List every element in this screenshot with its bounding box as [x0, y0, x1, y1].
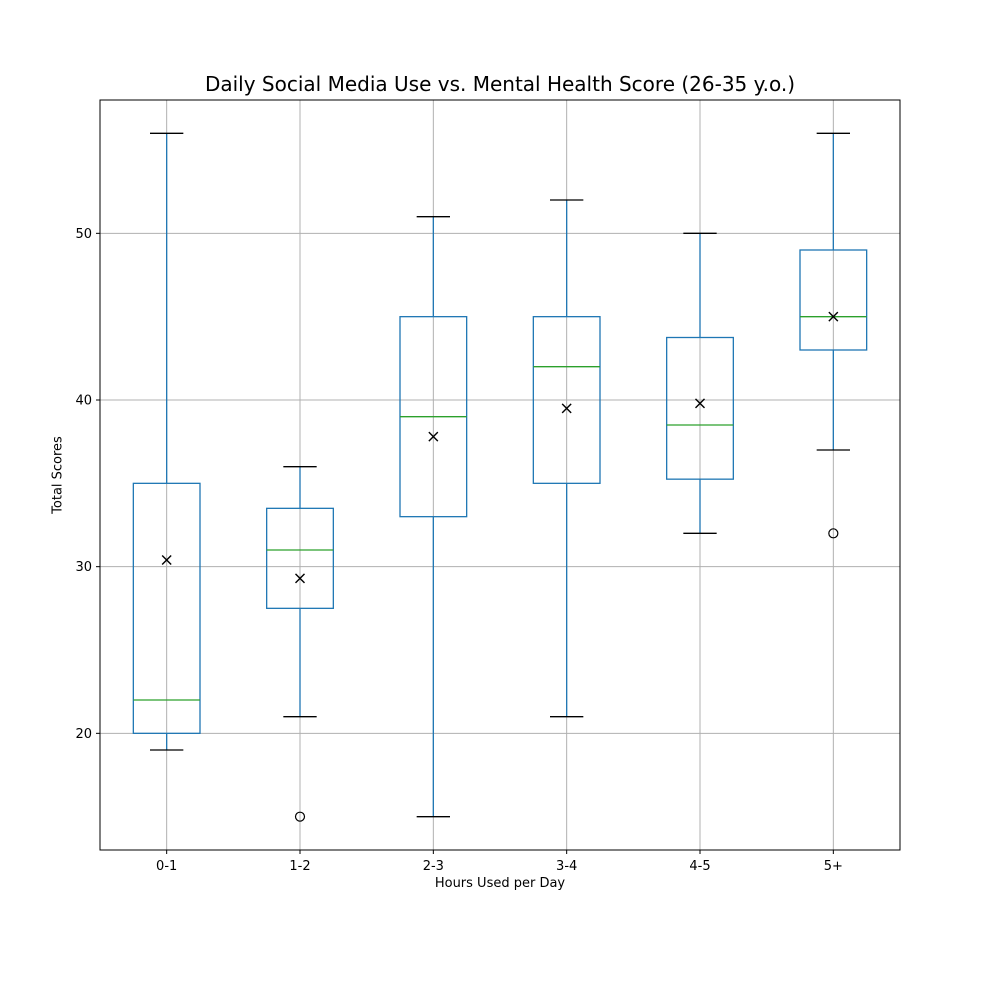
box-group: [532, 199, 601, 718]
axis-layer: 20 30 40 50 0-1 1-2 2-3 3-4 4-5 5+: [75, 227, 842, 874]
y-tick-label: 40: [75, 394, 92, 409]
mean-marker-stroke: [161, 555, 172, 565]
y-tick-label: 20: [75, 727, 92, 742]
mean-marker-stroke: [295, 573, 305, 584]
mean-marker-stroke: [695, 398, 705, 409]
iqr-box: [666, 336, 734, 480]
outlier-point: [294, 811, 306, 822]
mean-marker: [161, 555, 172, 565]
box-group: [132, 132, 201, 751]
mean-marker: [561, 403, 572, 414]
mean-marker: [295, 573, 305, 584]
mean-marker: [695, 398, 705, 409]
box-group: [266, 466, 334, 822]
mean-marker-stroke: [828, 311, 839, 322]
mean-marker: [828, 311, 839, 322]
x-tick-label: 2-3: [423, 859, 444, 874]
x-tick-label: 3-4: [556, 859, 577, 874]
chart-title: Daily Social Media Use vs. Mental Health…: [204, 72, 796, 96]
x-tick-label: 1-2: [289, 859, 310, 874]
x-tick-label: 0-1: [156, 859, 177, 874]
iqr-box: [799, 249, 868, 351]
box-group: [799, 132, 868, 539]
x-tick-label: 4-5: [689, 859, 710, 874]
x-axis-label: Hours Used per Day: [434, 876, 566, 891]
mean-marker-stroke: [561, 403, 572, 414]
box-group: [399, 216, 468, 818]
x-tick-label: 5+: [824, 859, 843, 874]
y-tick-label: 30: [75, 560, 92, 575]
y-tick-label: 50: [75, 227, 92, 242]
outlier-point: [828, 528, 839, 539]
mean-marker: [428, 431, 439, 442]
iqr-box: [532, 316, 601, 484]
box-layer: [132, 132, 868, 822]
y-axis-label: Total Scores: [50, 436, 66, 514]
iqr-box: [266, 507, 334, 609]
iqr-box: [132, 482, 201, 734]
mean-marker-stroke: [428, 431, 439, 442]
plot-frame: [99, 99, 901, 851]
box-group: [666, 232, 734, 534]
